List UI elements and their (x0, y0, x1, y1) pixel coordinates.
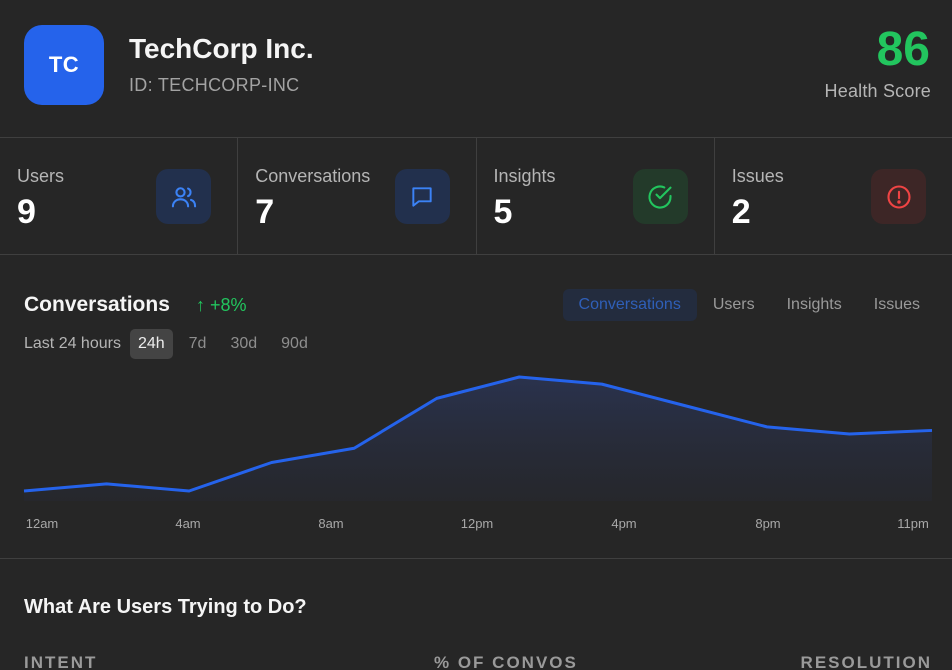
check-circle-icon (632, 169, 688, 224)
area-fill (24, 377, 932, 501)
range-90d-button[interactable]: 90d (281, 335, 308, 352)
range-label: Last 24 hours (24, 335, 121, 352)
conversations-area-chart: 12am 4am 8am 12pm 4pm 8pm 11pm (18, 371, 938, 531)
time-range-selector: Last 24 hours 24h 7d 30d 90d (24, 329, 324, 359)
column-header-intent[interactable]: INTENT (24, 653, 98, 670)
tab-users[interactable]: Users (712, 296, 755, 313)
stat-value: 5 (493, 193, 513, 231)
chat-bubble-icon (394, 169, 450, 224)
x-tick-label: 8pm (755, 516, 780, 531)
alert-circle-icon (871, 169, 926, 224)
stat-card-insights[interactable]: Insights 5 (477, 138, 715, 254)
data-point[interactable] (348, 442, 360, 454)
stat-label: Insights (493, 166, 556, 186)
stat-label: Issues (731, 166, 784, 186)
range-30d-button[interactable]: 30d (230, 335, 258, 352)
stat-card-users[interactable]: Users 9 (0, 138, 239, 254)
x-tick-label: 11pm (897, 516, 929, 531)
data-point[interactable] (513, 371, 525, 383)
tab-issues[interactable]: Issues (873, 296, 920, 313)
company-name: TechCorp Inc. (129, 33, 314, 64)
x-tick-label: 8am (318, 516, 343, 531)
data-point[interactable] (183, 485, 195, 497)
series-line (23, 375, 933, 493)
intent-section-title: What Are Users Trying to Do? (24, 596, 307, 618)
data-point[interactable] (926, 424, 938, 436)
data-point[interactable] (18, 485, 30, 497)
stat-value: 9 (17, 193, 36, 231)
column-header-percent[interactable]: % OF CONVOS (434, 653, 578, 670)
data-point[interactable] (761, 421, 773, 433)
tab-conversations[interactable]: Conversations (562, 289, 697, 321)
company-header: TC TechCorp Inc. ID: TECHCORP-INC 86 Hea… (0, 0, 952, 138)
stat-value: 7 (255, 193, 275, 231)
x-tick-label: 4pm (611, 516, 636, 531)
trend-delta: ↑ +8% (196, 295, 247, 315)
conversations-chart-panel: 12am 4am 8am 12pm 4pm 8pm 11pm Conversations ↑… (0, 255, 952, 559)
x-tick-label: 12pm (461, 516, 494, 531)
data-point[interactable] (596, 378, 608, 390)
users-icon (156, 169, 212, 224)
tab-insights[interactable]: Insights (786, 296, 842, 313)
company-id: ID: TECHCORP-INC (129, 75, 300, 95)
range-7d-button[interactable]: 7d (188, 335, 207, 352)
data-point[interactable] (843, 428, 855, 440)
data-point[interactable] (431, 392, 443, 404)
stat-card-conversations[interactable]: Conversations 7 (238, 138, 477, 254)
column-header-resolution[interactable]: RESOLUTION (800, 653, 932, 670)
data-point[interactable] (678, 400, 690, 412)
x-tick-label: 4am (175, 516, 200, 531)
data-point[interactable] (101, 478, 113, 490)
data-point[interactable] (266, 457, 278, 469)
stat-label: Users (17, 166, 65, 186)
health-score-value: 86 (876, 23, 930, 76)
company-avatar: TC (24, 25, 104, 105)
stat-label: Conversations (255, 166, 371, 186)
chart-title: Conversations (24, 293, 170, 316)
range-24h-button[interactable]: 24h (129, 329, 173, 359)
metric-tabs: Conversations Users Insights Issues (562, 289, 936, 321)
stats-row: Users 9 Conversations 7 Insights 5 Issue… (0, 138, 952, 255)
stat-value: 2 (731, 193, 751, 231)
health-score-label: Health Score (824, 81, 931, 101)
x-tick-label: 12am (26, 516, 59, 531)
stat-card-issues[interactable]: Issues 2 (715, 138, 952, 254)
